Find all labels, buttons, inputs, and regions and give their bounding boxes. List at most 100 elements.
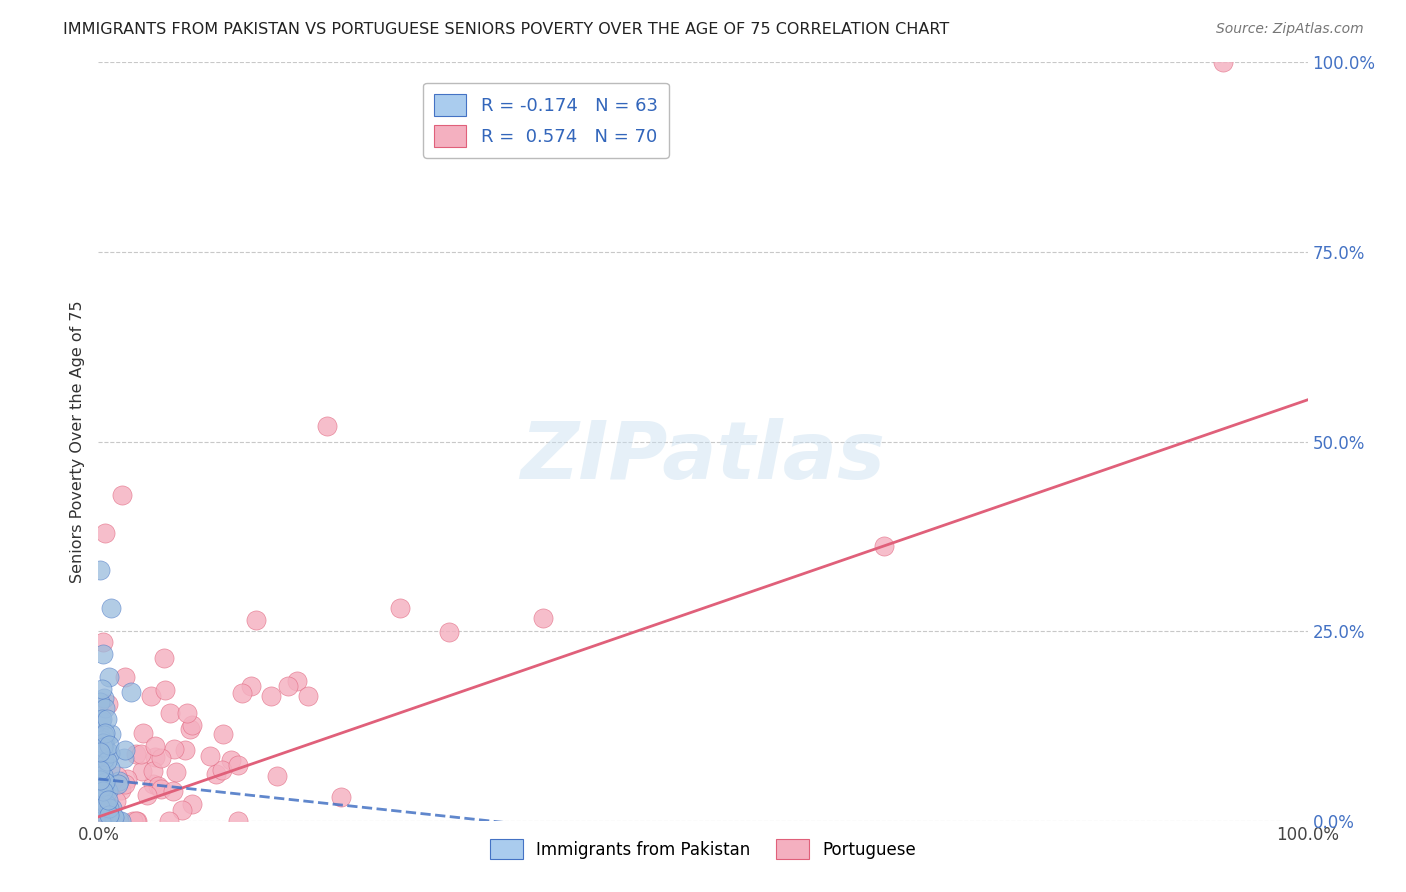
Point — [93, 814, 115, 828]
Point — [93, 756, 115, 771]
Point — [91, 635, 114, 649]
Point — [90, 732, 112, 747]
Point — [277, 679, 299, 693]
Point — [162, 784, 184, 798]
Point — [97, 784, 120, 798]
Point — [91, 736, 114, 750]
Point — [173, 742, 195, 756]
Point — [90, 797, 112, 811]
Point — [139, 689, 162, 703]
Point — [120, 685, 142, 699]
Point — [231, 685, 253, 699]
Point — [89, 772, 111, 787]
Point — [266, 769, 288, 783]
Point — [91, 789, 114, 804]
Point — [131, 747, 153, 762]
Text: Source: ZipAtlas.com: Source: ZipAtlas.com — [1216, 22, 1364, 37]
Point — [389, 600, 412, 615]
Point — [531, 611, 554, 625]
Point — [89, 774, 111, 789]
Point — [96, 712, 118, 726]
Point — [111, 487, 134, 501]
Point — [94, 525, 117, 540]
Point — [91, 804, 114, 818]
Point — [98, 746, 121, 760]
Point — [89, 764, 111, 778]
Point — [93, 774, 115, 789]
Point — [93, 726, 115, 740]
Point — [97, 808, 120, 822]
Point — [101, 814, 124, 828]
Point — [93, 700, 115, 714]
Point — [91, 647, 114, 661]
Point — [212, 726, 235, 740]
Point — [155, 683, 177, 698]
Point — [89, 763, 111, 777]
Point — [315, 419, 337, 434]
Point — [104, 795, 127, 809]
Point — [98, 801, 121, 815]
Point — [89, 728, 111, 742]
Point — [122, 814, 145, 828]
Point — [93, 731, 115, 745]
Point — [287, 674, 309, 689]
Point — [205, 767, 228, 781]
Point — [91, 739, 114, 754]
Point — [135, 788, 157, 802]
Point — [90, 804, 112, 818]
Point — [176, 706, 198, 720]
Point — [1212, 55, 1234, 70]
Point — [142, 777, 165, 791]
Point — [297, 690, 319, 704]
Point — [93, 738, 115, 752]
Point — [180, 718, 202, 732]
Point — [101, 801, 124, 815]
Point — [93, 728, 115, 742]
Text: IMMIGRANTS FROM PAKISTAN VS PORTUGUESE SENIORS POVERTY OVER THE AGE OF 75 CORREL: IMMIGRANTS FROM PAKISTAN VS PORTUGUESE S… — [63, 22, 949, 37]
Point — [97, 738, 120, 752]
Point — [150, 781, 173, 796]
Point — [90, 814, 112, 828]
Point — [93, 747, 115, 761]
Point — [89, 730, 111, 744]
Point — [143, 750, 166, 764]
Point — [180, 797, 202, 812]
Point — [110, 783, 132, 797]
Point — [873, 539, 896, 553]
Point — [91, 712, 114, 726]
Point — [153, 651, 176, 665]
Point — [93, 774, 115, 789]
Point — [94, 732, 117, 747]
Point — [91, 780, 114, 794]
Point — [127, 814, 149, 828]
Point — [172, 803, 194, 817]
Point — [107, 773, 129, 788]
Point — [103, 810, 125, 824]
Point — [96, 742, 118, 756]
Point — [219, 753, 242, 767]
Point — [163, 741, 186, 756]
Point — [89, 564, 111, 578]
Point — [114, 743, 136, 757]
Point — [124, 747, 146, 762]
Point — [157, 814, 180, 828]
Point — [90, 771, 112, 785]
Point — [98, 669, 121, 683]
Point — [179, 722, 201, 736]
Point — [148, 779, 170, 793]
Point — [165, 764, 187, 779]
Point — [107, 814, 129, 828]
Point — [91, 681, 114, 696]
Point — [93, 752, 115, 766]
Point — [89, 773, 111, 788]
Point — [245, 613, 267, 627]
Point — [100, 814, 122, 828]
Point — [159, 706, 181, 721]
Point — [149, 751, 172, 765]
Point — [97, 814, 120, 828]
Point — [91, 767, 114, 781]
Y-axis label: Seniors Poverty Over the Age of 75: Seniors Poverty Over the Age of 75 — [70, 301, 86, 582]
Point — [114, 670, 136, 684]
Point — [93, 691, 115, 706]
Point — [89, 745, 111, 759]
